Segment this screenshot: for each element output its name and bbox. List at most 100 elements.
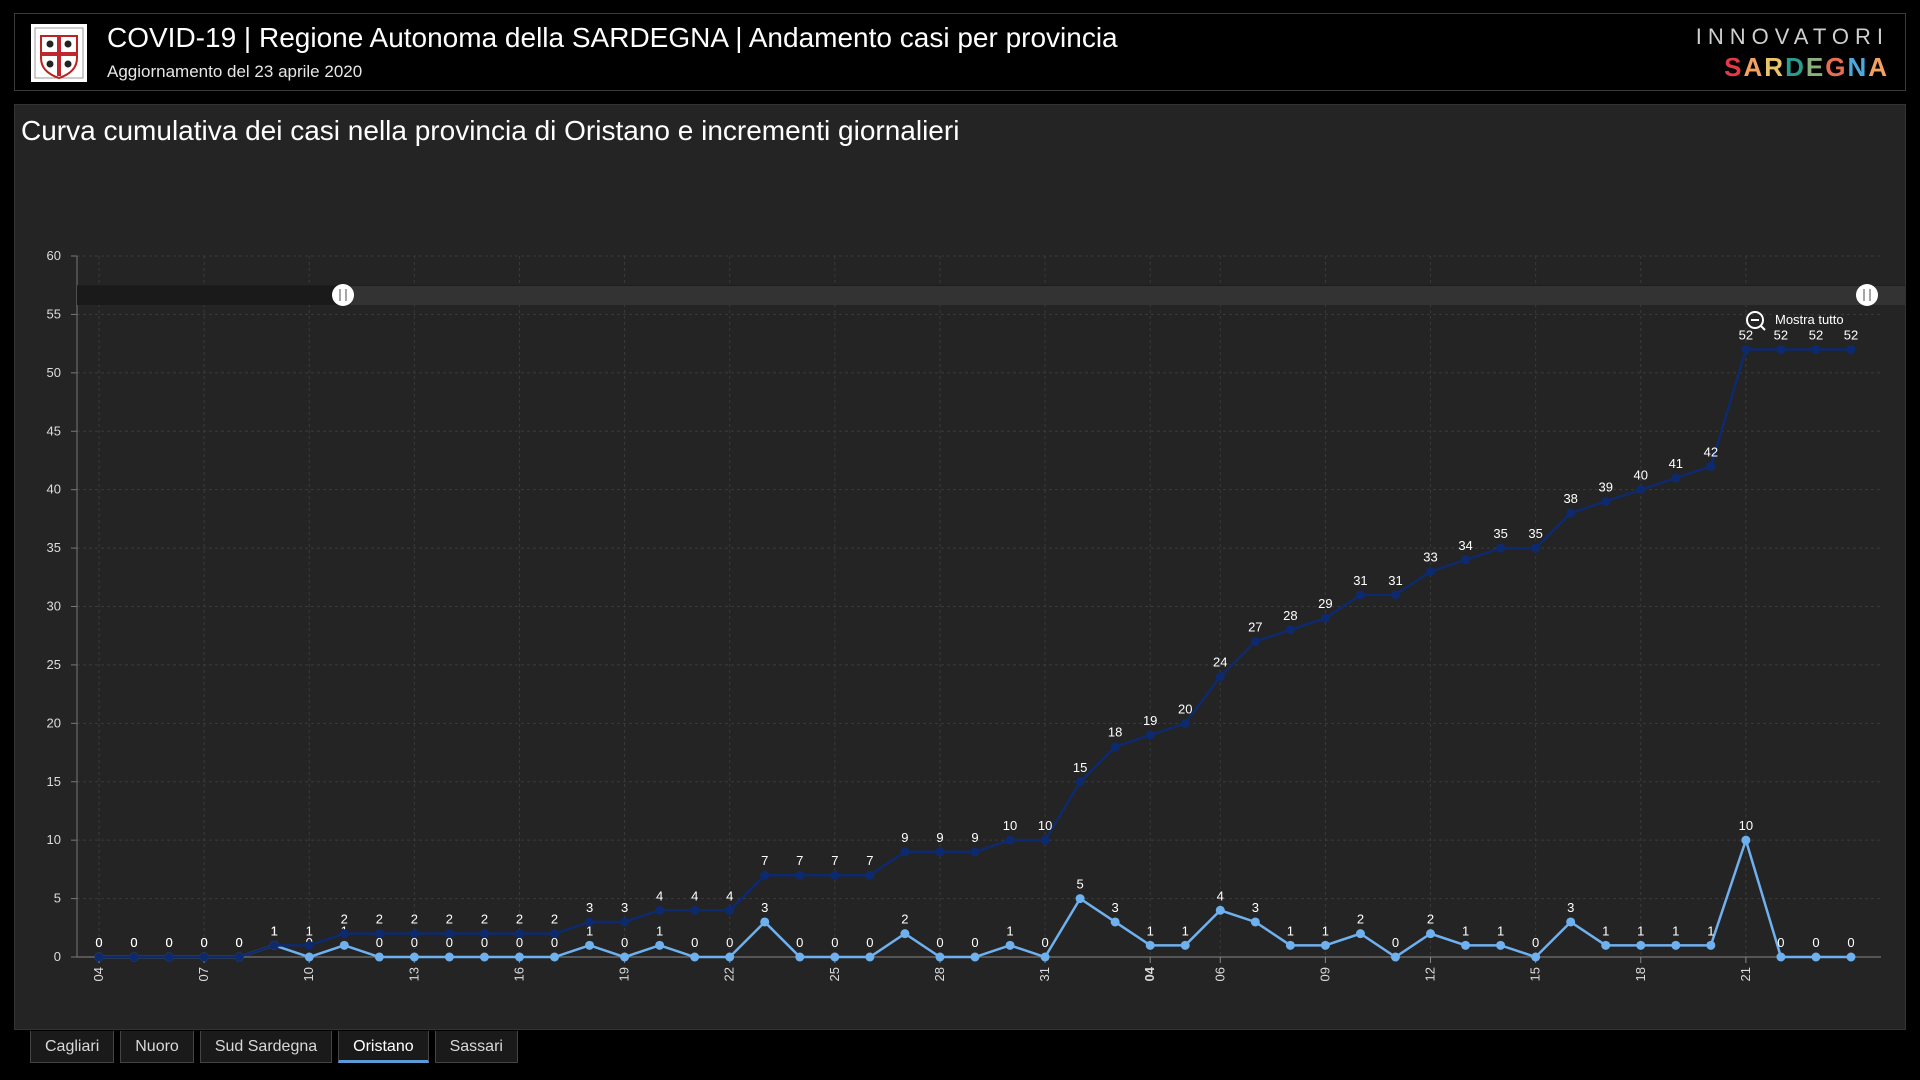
data-point-casi[interactable]	[1145, 730, 1155, 740]
data-point-incremento[interactable]	[1461, 940, 1471, 950]
data-point-incremento[interactable]	[1671, 940, 1681, 950]
tab-nuoro[interactable]: Nuoro	[120, 1031, 194, 1063]
scrollbar-right-handle[interactable]	[1856, 284, 1878, 306]
data-point-casi[interactable]	[1040, 835, 1050, 845]
data-point-incremento[interactable]	[1040, 952, 1050, 962]
data-point-incremento[interactable]	[1776, 952, 1786, 962]
data-point-casi[interactable]	[1566, 508, 1576, 518]
data-point-incremento[interactable]	[1075, 894, 1085, 904]
data-point-incremento[interactable]	[900, 929, 910, 939]
data-point-casi[interactable]	[1075, 777, 1085, 787]
data-point-incremento[interactable]	[1741, 835, 1751, 845]
data-point-incremento[interactable]	[865, 952, 875, 962]
data-point-casi[interactable]	[585, 917, 595, 927]
data-point-casi[interactable]	[479, 929, 489, 939]
data-point-incremento[interactable]	[1215, 905, 1225, 915]
data-point-casi[interactable]	[760, 870, 770, 880]
data-point-casi[interactable]	[444, 929, 454, 939]
tab-cagliari[interactable]: Cagliari	[30, 1031, 115, 1063]
data-point-casi[interactable]	[830, 870, 840, 880]
data-point-incremento[interactable]	[585, 940, 595, 950]
tab-oristano[interactable]: Oristano	[338, 1031, 429, 1063]
data-point-incremento[interactable]	[409, 952, 419, 962]
data-point-casi[interactable]	[1390, 590, 1400, 600]
data-point-casi[interactable]	[1005, 835, 1015, 845]
data-point-incremento[interactable]	[1355, 929, 1365, 939]
data-point-casi[interactable]	[1426, 566, 1436, 576]
data-point-incremento[interactable]	[725, 952, 735, 962]
data-point-incremento[interactable]	[1636, 940, 1646, 950]
data-point-casi[interactable]	[1741, 344, 1751, 354]
data-point-incremento[interactable]	[1811, 952, 1821, 962]
data-point-incremento[interactable]	[795, 952, 805, 962]
data-point-casi[interactable]	[1811, 344, 1821, 354]
data-point-casi[interactable]	[374, 929, 384, 939]
data-point-incremento[interactable]	[1390, 952, 1400, 962]
data-point-casi[interactable]	[1320, 613, 1330, 623]
data-point-casi[interactable]	[1180, 718, 1190, 728]
data-point-casi[interactable]	[1671, 473, 1681, 483]
data-point-incremento[interactable]	[1706, 940, 1716, 950]
data-point-casi[interactable]	[234, 952, 244, 962]
data-point-incremento[interactable]	[1285, 940, 1295, 950]
data-point-casi[interactable]	[409, 929, 419, 939]
data-point-casi[interactable]	[690, 905, 700, 915]
range-scrollbar[interactable]	[77, 284, 1905, 306]
data-point-incremento[interactable]	[514, 952, 524, 962]
data-point-casi[interactable]	[304, 940, 314, 950]
data-point-casi[interactable]	[1531, 543, 1541, 553]
data-point-incremento[interactable]	[1426, 929, 1436, 939]
data-point-incremento[interactable]	[1145, 940, 1155, 950]
zoom-out-button[interactable]: Mostra tutto	[1746, 311, 1844, 331]
data-point-incremento[interactable]	[1180, 940, 1190, 950]
data-point-casi[interactable]	[1706, 461, 1716, 471]
data-point-incremento[interactable]	[339, 940, 349, 950]
data-point-casi[interactable]	[620, 917, 630, 927]
data-point-casi[interactable]	[269, 940, 279, 950]
data-point-incremento[interactable]	[1846, 952, 1856, 962]
data-point-incremento[interactable]	[444, 952, 454, 962]
data-point-casi[interactable]	[1215, 672, 1225, 682]
scrollbar-left-handle[interactable]	[332, 284, 354, 306]
data-point-incremento[interactable]	[1566, 917, 1576, 927]
data-point-casi[interactable]	[1355, 590, 1365, 600]
tab-sud-sardegna[interactable]: Sud Sardegna	[199, 1031, 333, 1063]
data-point-incremento[interactable]	[1531, 952, 1541, 962]
data-point-casi[interactable]	[1846, 344, 1856, 354]
data-point-casi[interactable]	[164, 952, 174, 962]
data-point-casi[interactable]	[795, 870, 805, 880]
data-point-casi[interactable]	[1461, 555, 1471, 565]
data-point-casi[interactable]	[655, 905, 665, 915]
data-point-incremento[interactable]	[830, 952, 840, 962]
data-point-casi[interactable]	[1776, 344, 1786, 354]
tab-sassari[interactable]: Sassari	[434, 1031, 518, 1063]
data-point-casi[interactable]	[94, 952, 104, 962]
data-point-incremento[interactable]	[1250, 917, 1260, 927]
data-point-incremento[interactable]	[1496, 940, 1506, 950]
data-point-incremento[interactable]	[1601, 940, 1611, 950]
data-point-casi[interactable]	[900, 847, 910, 857]
data-point-incremento[interactable]	[655, 940, 665, 950]
data-point-casi[interactable]	[1250, 637, 1260, 647]
data-point-casi[interactable]	[1601, 496, 1611, 506]
data-point-incremento[interactable]	[1320, 940, 1330, 950]
data-point-incremento[interactable]	[935, 952, 945, 962]
data-point-casi[interactable]	[339, 929, 349, 939]
data-point-incremento[interactable]	[1005, 940, 1015, 950]
data-point-casi[interactable]	[1636, 485, 1646, 495]
data-point-casi[interactable]	[970, 847, 980, 857]
data-point-incremento[interactable]	[970, 952, 980, 962]
data-point-incremento[interactable]	[1110, 917, 1120, 927]
data-point-casi[interactable]	[1110, 742, 1120, 752]
data-point-casi[interactable]	[865, 870, 875, 880]
data-point-casi[interactable]	[725, 905, 735, 915]
data-point-incremento[interactable]	[690, 952, 700, 962]
data-point-casi[interactable]	[514, 929, 524, 939]
data-point-incremento[interactable]	[550, 952, 560, 962]
data-point-incremento[interactable]	[760, 917, 770, 927]
data-point-casi[interactable]	[129, 952, 139, 962]
data-point-incremento[interactable]	[479, 952, 489, 962]
data-point-incremento[interactable]	[304, 952, 314, 962]
data-point-casi[interactable]	[550, 929, 560, 939]
data-point-casi[interactable]	[199, 952, 209, 962]
